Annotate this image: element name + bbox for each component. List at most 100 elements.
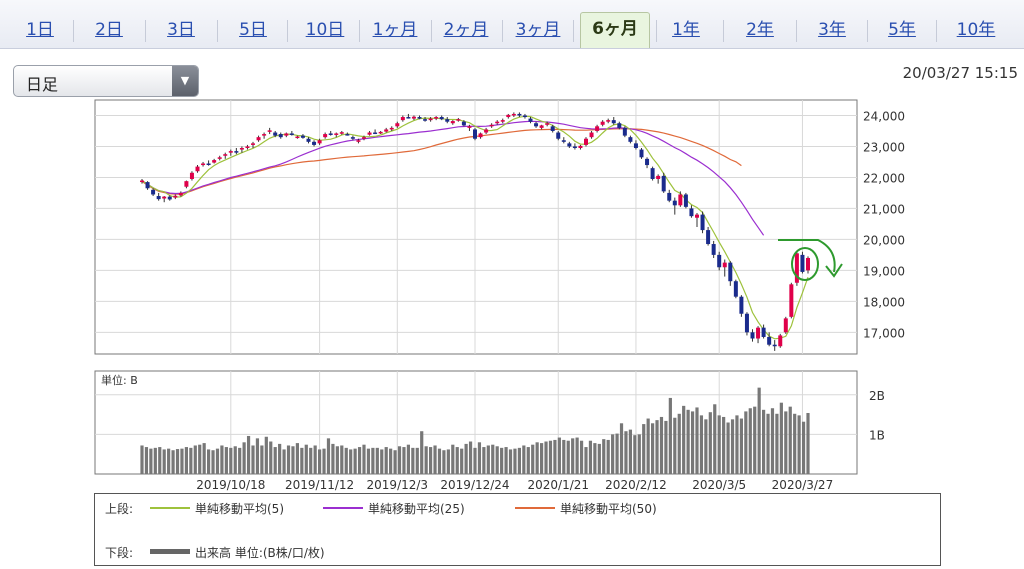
tab-13[interactable]: 5年 <box>888 20 916 40</box>
candle-body <box>578 145 583 149</box>
candle-body <box>217 157 222 159</box>
tab-separator <box>656 20 657 42</box>
volume-bar <box>553 439 557 474</box>
tab-14[interactable]: 10年 <box>956 20 996 40</box>
tab-3[interactable]: 3日 <box>167 20 195 40</box>
volume-bar <box>233 446 237 474</box>
candle-body <box>561 140 566 142</box>
volume-bar <box>508 449 513 474</box>
volume-bar <box>460 448 464 474</box>
candle-body <box>317 140 322 144</box>
volume-bar <box>144 447 149 474</box>
candle-body <box>267 130 272 132</box>
candle-body <box>628 137 633 142</box>
tab-separator <box>358 20 360 42</box>
x-axis: 2019/10/18 2019/11/12 2019/12/3 2019/12/24 2… <box>196 478 833 492</box>
timestamp: 20/03/27 15:15 <box>902 64 1018 82</box>
tab-8[interactable]: 3ヶ月 <box>515 20 561 40</box>
candle-body <box>173 195 178 198</box>
volume-bar <box>606 439 610 474</box>
volume-bar <box>757 387 761 474</box>
volume-bar <box>762 409 766 474</box>
candle-body <box>140 180 144 183</box>
volume-bar <box>393 450 397 474</box>
legend-ma25: 単純移動平均(25) <box>368 502 465 516</box>
candle-body <box>722 262 727 268</box>
candle-body <box>312 141 317 145</box>
volume-bar <box>442 450 446 474</box>
candle-body <box>739 296 744 314</box>
candle-body <box>800 254 805 272</box>
dropdown-arrow-icon[interactable]: ▼ <box>172 66 198 96</box>
tab-5[interactable]: 10日 <box>305 20 345 40</box>
tab-7[interactable]: 2ヶ月 <box>443 20 489 40</box>
legend-ma5-line <box>150 507 190 509</box>
interval-select[interactable]: 日足 ▼ <box>13 65 199 97</box>
volume-bar <box>282 449 286 474</box>
volume-bar <box>184 447 188 474</box>
candle-body <box>467 126 472 128</box>
price-tick-label: 23,000 <box>863 140 905 154</box>
candle-body <box>772 344 777 347</box>
volume-bar <box>495 446 499 474</box>
volume-bar <box>646 418 650 474</box>
tab-4[interactable]: 5日 <box>239 20 267 40</box>
volume-bar <box>615 433 619 474</box>
candle-body <box>234 151 239 153</box>
volume-bar <box>744 411 748 474</box>
tab-separator <box>867 20 868 42</box>
price-tick-label: 20,000 <box>863 233 905 247</box>
candle-body <box>545 123 550 125</box>
volume-bar <box>482 447 486 474</box>
candle-body <box>645 158 650 166</box>
candle-body <box>656 175 661 179</box>
volume-bar <box>384 447 388 474</box>
volume-bar <box>717 415 721 474</box>
candle-body <box>711 244 716 255</box>
volume-bar <box>753 406 757 474</box>
candle-body <box>239 148 244 150</box>
tab-10[interactable]: 1年 <box>672 20 700 40</box>
ma50-line <box>141 128 742 195</box>
volume-bar <box>544 441 548 474</box>
candle-body <box>345 134 350 136</box>
volume-bar <box>673 417 677 474</box>
ma25-line <box>141 120 765 236</box>
volume-bar <box>557 437 561 474</box>
tab-separator <box>217 20 218 42</box>
candle-body <box>756 327 761 339</box>
legend-ma50: 単純移動平均(50) <box>560 502 657 516</box>
candle-body <box>556 132 561 139</box>
volume-bar <box>531 444 535 474</box>
volume-tick-label: 2B <box>869 389 885 403</box>
tab-2[interactable]: 2日 <box>95 20 123 40</box>
tab-9[interactable]: 6ヶ月 <box>580 12 650 48</box>
volume-bar <box>602 439 606 474</box>
volume-bar <box>375 447 379 474</box>
candle-body <box>511 113 516 116</box>
candle-body <box>223 154 228 156</box>
candle-body <box>445 119 450 122</box>
legend-ma25-line <box>323 507 363 509</box>
volume-bar <box>579 440 584 474</box>
volume-bar <box>193 445 197 474</box>
volume-bar <box>220 445 224 474</box>
volume-bar <box>255 438 260 474</box>
candle-body <box>400 117 405 121</box>
volume-bar <box>526 447 530 474</box>
volume-bar <box>153 447 157 474</box>
candle-body <box>750 332 755 339</box>
volume-bar <box>180 448 184 474</box>
volume-bar <box>362 444 366 474</box>
tab-12[interactable]: 3年 <box>818 20 846 40</box>
legend-upper-label: 上段: <box>105 502 134 516</box>
volume-bar <box>202 443 206 474</box>
tab-6[interactable]: 1ヶ月 <box>372 20 418 40</box>
tab-1[interactable]: 1日 <box>26 20 54 40</box>
tab-11[interactable]: 2年 <box>746 20 774 40</box>
candle-body <box>806 257 810 271</box>
volume-bar <box>522 445 526 474</box>
tab-separator <box>287 20 288 42</box>
legend-ma5: 単純移動平均(5) <box>195 502 284 516</box>
volume-bar <box>295 443 299 474</box>
